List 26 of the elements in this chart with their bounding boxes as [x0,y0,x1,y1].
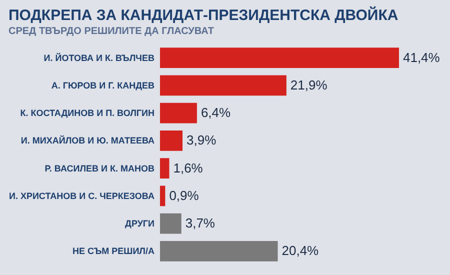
y-tick-label: К. КОСТАДИНОВ И П. ВОЛГИН [20,108,154,118]
data-label: 6,4% [200,105,232,120]
data-label: 0,9% [169,188,200,203]
data-label: 3,9% [186,132,217,148]
chart-subtitle: СРЕД ТВЪРДО РЕШИЛИТЕ ДА ГЛАСУВАТ [8,26,214,37]
bar [160,75,286,96]
chart-title: ПОДКРЕПА ЗА КАНДИДАТ-ПРЕЗИДЕНТСКА ДВОЙКА [8,6,398,24]
data-label: 3,7% [185,216,216,231]
bar [160,240,278,262]
y-tick-label: А. ГЮРОВ И Г. КАНДЕВ [51,80,155,90]
y-tick-label: Р. ВАСИЛЕВ И К. МАНОВ [44,163,155,174]
y-tick-label: ДРУГИ [125,218,154,229]
data-label: 21,9% [290,77,328,92]
data-label: 1,6% [173,160,204,176]
y-tick-label: НЕ СЪМ РЕШИЛ/А [72,246,155,256]
bar [160,48,399,68]
data-label: 20,4% [282,243,320,258]
y-tick-label: И. ХРИСТАНОВ И С. ЧЕРКЕЗОВА [8,190,155,201]
y-tick-label: И. ЙОТОВА И К. ВЪЛЧЕВ [44,52,155,63]
data-label: 41,4% [402,50,440,65]
bar [160,213,182,234]
bar [160,158,170,179]
bar [160,130,183,151]
y-tick-label: И. МИХАЙЛОВ И Ю. МАТЕЕВА [20,134,155,146]
bar [160,186,166,206]
bar [160,102,197,124]
